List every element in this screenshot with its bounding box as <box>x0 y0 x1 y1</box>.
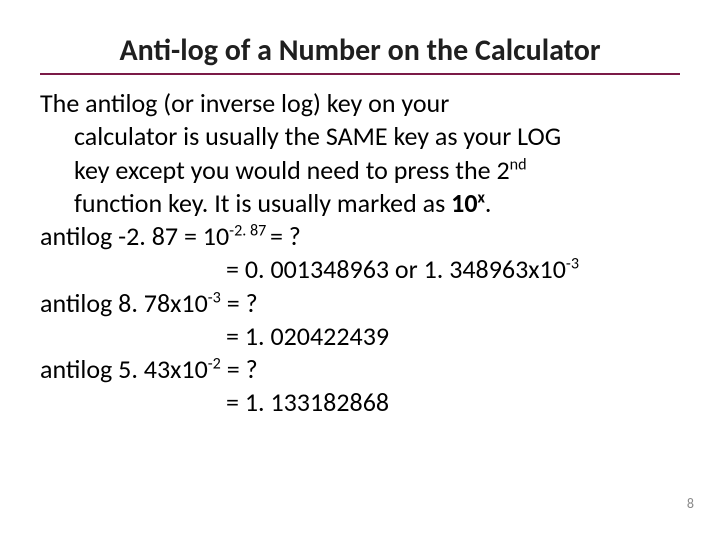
eq1-left: antilog -2. 87 = 10 <box>40 220 229 252</box>
intro-line-3-pre: key except you would need to press the 2 <box>74 154 510 186</box>
intro-line-4-pre: function key. It is usually marked as <box>74 187 451 219</box>
eq1-result-sup: -3 <box>566 255 579 274</box>
slide-body: The antilog (or inverse log) key on your… <box>40 87 680 420</box>
eq1: antilog -2. 87 = 10-2. 87 = ? <box>40 220 680 253</box>
eq1-right: = ? <box>270 220 301 252</box>
slide-container: Anti-log of a Number on the Calculator T… <box>0 0 720 540</box>
eq3-left: antilog 5. 43x10 <box>40 353 208 385</box>
eq3: antilog 5. 43x10-2 = ? <box>40 353 680 386</box>
eq2-right: = ? <box>221 287 258 319</box>
intro-line-2: calculator is usually the SAME key as yo… <box>40 120 680 153</box>
intro-line-4: function key. It is usually marked as 10… <box>40 187 680 220</box>
eq1-sup: -2. 87 <box>229 221 270 240</box>
ten-x-bold: 10x <box>451 187 485 219</box>
ten-x-sup: x <box>478 188 485 207</box>
intro-line-3: key except you would need to press the 2… <box>40 154 680 187</box>
eq2-left: antilog 8. 78x10 <box>40 287 208 319</box>
slide-title: Anti-log of a Number on the Calculator <box>40 32 680 75</box>
sup-nd: nd <box>510 155 527 174</box>
ten-x-base: 10 <box>451 187 477 219</box>
eq2-sup: -3 <box>208 288 221 307</box>
eq3-sup: -2 <box>208 354 221 373</box>
eq1-result: = 0. 001348963 or 1. 348963x10-3 <box>40 253 680 286</box>
intro-line-1: The antilog (or inverse log) key on your <box>40 87 680 120</box>
page-number: 8 <box>687 495 694 512</box>
eq2: antilog 8. 78x10-3 = ? <box>40 287 680 320</box>
eq2-result: = 1. 020422439 <box>40 320 680 353</box>
intro-line-4-post: . <box>485 187 492 219</box>
eq3-right: = ? <box>221 353 258 385</box>
eq3-result: = 1. 133182868 <box>40 386 680 419</box>
eq1-result-pre: = 0. 001348963 or 1. 348963x10 <box>226 253 566 285</box>
